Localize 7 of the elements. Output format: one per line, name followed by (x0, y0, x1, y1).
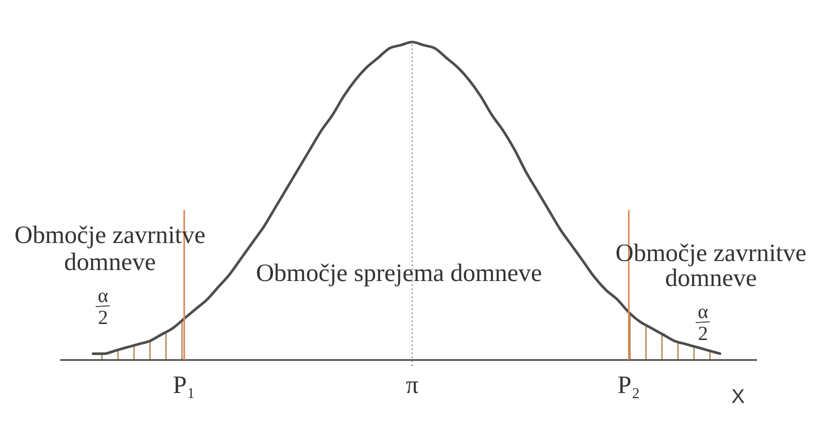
x-axis-title: X (731, 386, 745, 408)
annotation: α/2 (91, 285, 114, 329)
annotation: Območje sprejema domneve (256, 260, 542, 287)
x-tick-label: P₂ (617, 372, 640, 399)
annotation: α/2 (691, 301, 714, 345)
x-tick-label: π (406, 372, 419, 399)
x-tick-label: P₁ (172, 372, 196, 399)
